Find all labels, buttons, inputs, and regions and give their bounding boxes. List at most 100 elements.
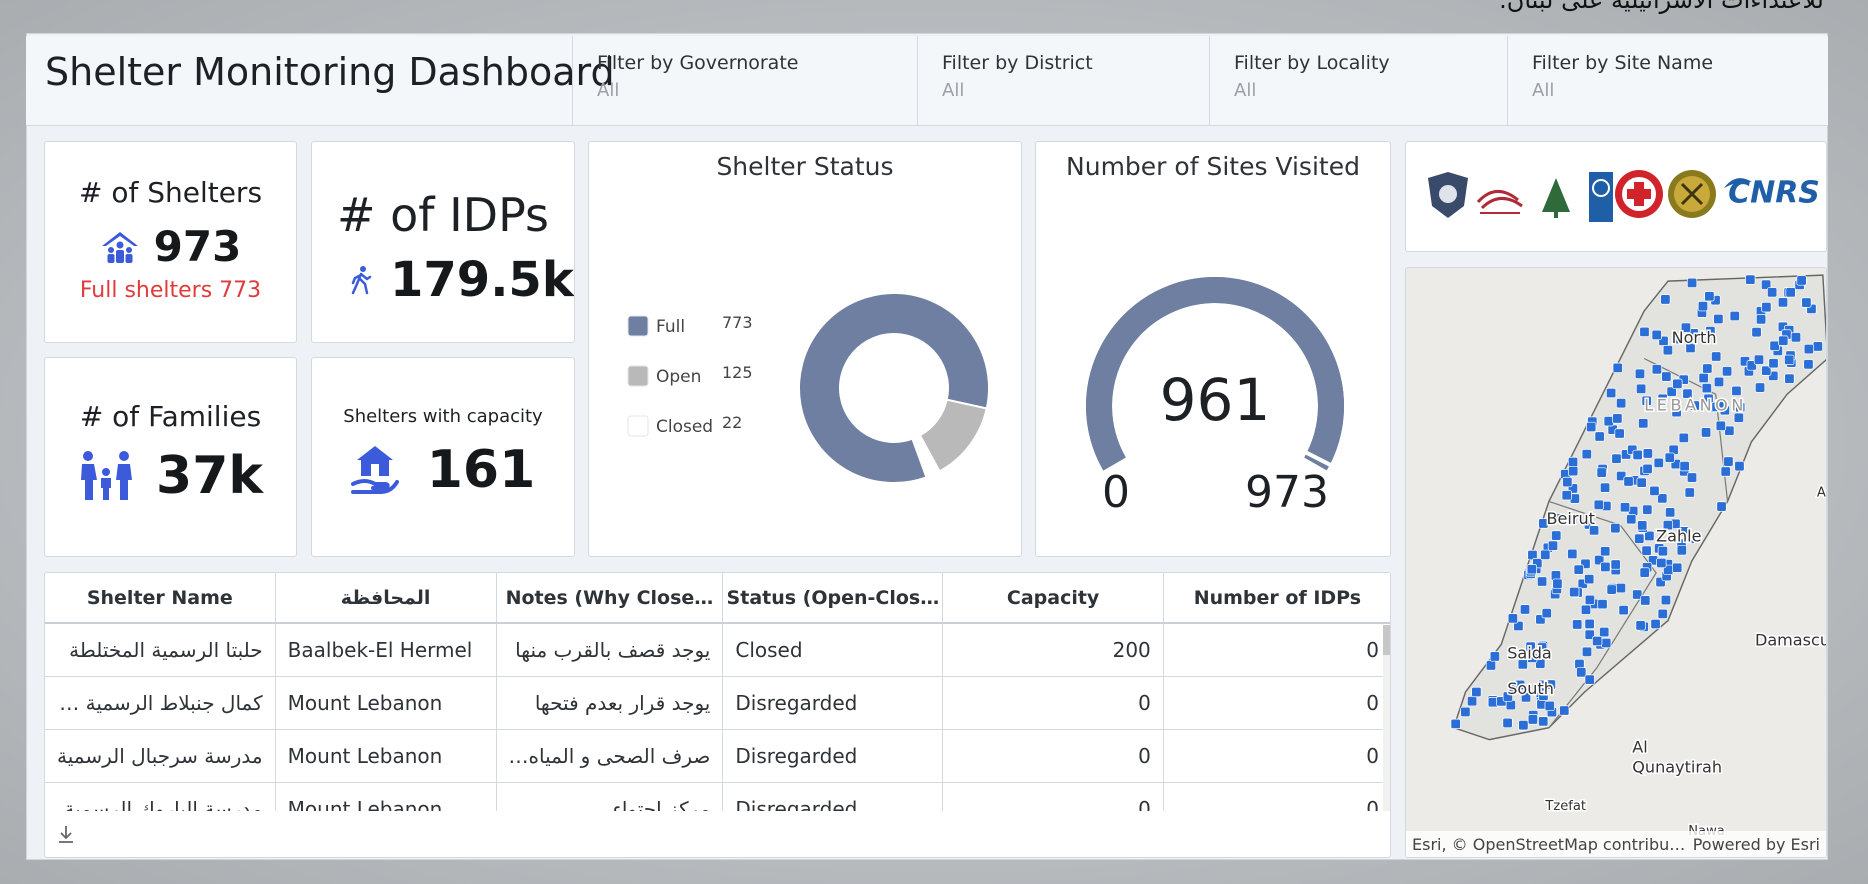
map-marker [1513,620,1524,632]
kpi-card: # of Shelters 973 Full shelters 773 [44,141,297,343]
map-marker [1697,301,1709,312]
map-marker [1594,431,1605,442]
map-marker [1753,354,1765,365]
map-marker [1731,385,1742,396]
map-marker [1662,519,1674,531]
table-cell: مركز احتواء [496,782,724,811]
map-marker [1632,589,1643,600]
map-marker [1651,364,1662,375]
map-marker [1525,641,1536,652]
map-marker [1662,345,1674,356]
map-marker [1761,302,1772,313]
logos-panel: CNRS [1405,141,1827,252]
map-marker [1716,501,1727,512]
map-marker [1720,466,1731,477]
map-marker [1733,412,1744,423]
map-label: Beirut [1547,509,1595,528]
filter-label: Filter by Locality [1234,52,1390,74]
map-marker [1684,487,1695,498]
map-label: Damascus [1755,630,1827,649]
table-row: كمال جنبلاط الرسمية … Mount Lebanon يوجد ق… [45,676,1390,730]
shelter-icon [101,231,138,263]
map-marker [1581,448,1592,460]
map-marker [1639,326,1650,338]
filter[interactable]: Filter by Locality All [1209,36,1507,126]
legend-label: Open [656,367,701,387]
map-marker [1538,716,1549,727]
filter[interactable]: Filter by Site Name All [1507,36,1828,126]
download-button[interactable] [55,823,77,845]
column-header: Status (Open-Clos… [722,573,944,624]
map-marker [1688,328,1699,339]
map-marker [1600,561,1611,573]
map-marker [1767,287,1778,298]
panel-title: Shelter Status [716,152,894,181]
map-marker [1460,706,1471,718]
column-header: Notes (Why Close… [496,573,724,624]
map-marker [1700,427,1712,438]
legend-label: Closed [656,417,713,437]
kpi-value: 973 [153,222,242,271]
map-marker [1605,387,1617,399]
filter[interactable]: Filter by District All [917,36,1209,126]
table-cell: Mount Lebanon [275,782,497,811]
map-panel[interactable]: North LEBANON Beirut Zahle Saida South Damascu… [1405,267,1827,858]
map-marker [1466,696,1478,707]
table-panel: Shelter Name المحافظة Notes (Why Close… Sta… [44,572,1391,858]
map-marker [1592,635,1603,647]
map-marker [1527,714,1539,725]
map-marker [1671,406,1682,418]
map-marker [1734,461,1745,472]
map-marker [1660,594,1672,606]
map-marker [1640,595,1651,606]
map-marker [1657,493,1668,504]
map-marker [1641,545,1652,556]
table-cell: 0 [1163,623,1390,677]
map-label: Zahle [1656,527,1701,546]
map-marker [1596,467,1607,478]
map-marker [1777,297,1789,308]
map-marker [1552,578,1563,589]
map-marker [1676,545,1687,556]
map-marker [1642,504,1653,515]
map-marker [1514,679,1526,691]
kpi-label: # of Families [79,400,262,433]
map-attribution: Esri, © OpenStreetMap contribu… [1412,834,1686,854]
gauge-needle [1304,450,1333,468]
map-marker [1685,342,1696,354]
panel-title: Number of Sites Visited [1066,152,1360,181]
map-marker [1535,658,1546,669]
kpi-label: # of IDPs [336,188,549,242]
map-label: An [1817,486,1827,501]
map-marker [1713,376,1725,388]
map-marker [1526,564,1537,575]
map-marker [1784,373,1795,384]
table-cell: Disregarded [722,676,944,730]
map-marker [1803,359,1814,370]
map-label: Saida [1507,643,1552,662]
map-marker [1584,618,1595,630]
column-header: Shelter Name [45,573,276,624]
map-marker [1660,294,1671,305]
map-marker [1657,546,1669,557]
map-marker [1520,692,1532,703]
map-marker [1661,371,1672,382]
filter[interactable]: Filter by Governorate All [572,36,917,126]
map-marker [1812,341,1823,352]
background-text: للاعتداءات الاسرائيلية على لبنان. [1499,0,1824,14]
map-marker [1803,343,1815,355]
map-marker [1721,366,1733,377]
map-marker [1601,637,1612,649]
map-marker [1599,482,1611,493]
map-marker [1588,525,1600,536]
donut-segment [798,292,990,484]
map-marker [1536,576,1548,587]
map-marker [1769,340,1780,351]
map-marker [1768,358,1779,369]
map-marker [1657,393,1668,404]
map-marker [1686,472,1698,483]
map-marker [1612,413,1623,424]
kpi-value: 37k [156,446,263,506]
map-marker [1634,368,1646,379]
map-marker [1618,605,1629,616]
